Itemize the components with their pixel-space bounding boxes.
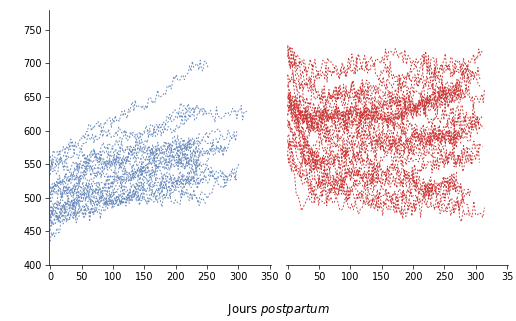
Text: Jours $\mathit{postpartum}$: Jours $\mathit{postpartum}$ bbox=[227, 302, 330, 318]
